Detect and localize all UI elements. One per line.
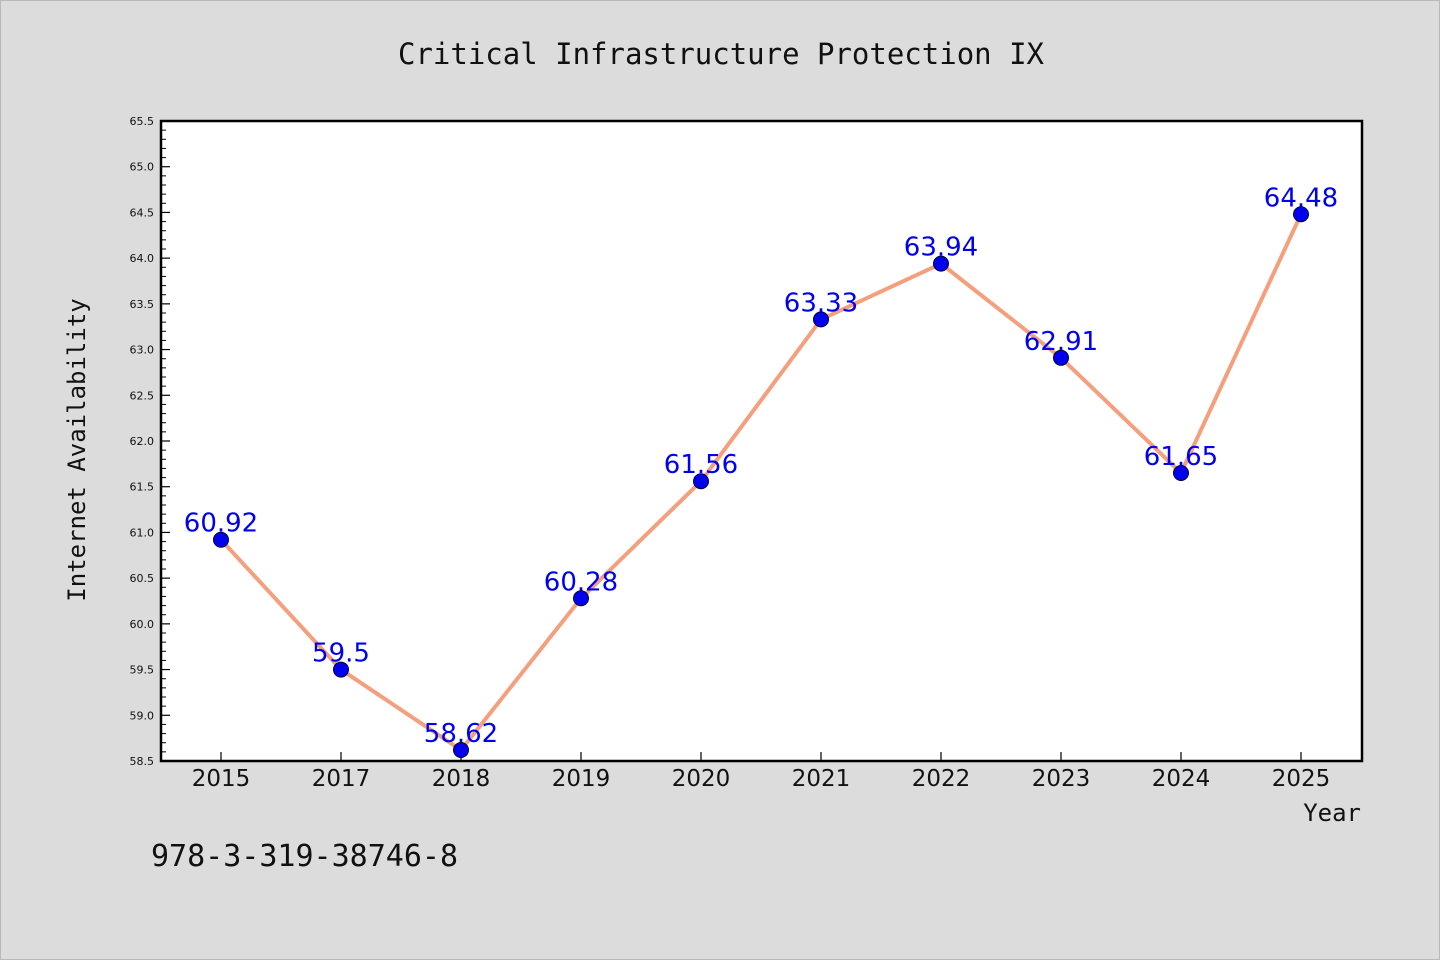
y-axis: 58.5 59.0 59.5 60.0 60.5 61.0 61.5 62.0 62.5 63.0… xyxy=(130,115,170,768)
x-tick-label: 2019 xyxy=(552,766,611,792)
y-tick-label: 58.5 xyxy=(130,755,155,768)
data-point xyxy=(933,255,949,272)
data-point xyxy=(573,590,589,607)
y-tick-label: 62.5 xyxy=(130,389,155,402)
data-label: 63.94 xyxy=(904,233,978,263)
x-tick-label: 2024 xyxy=(1152,766,1211,792)
data-point xyxy=(213,531,229,548)
chart-title: Critical Infrastructure Protection IX xyxy=(398,37,1045,71)
data-label: 59.5 xyxy=(312,639,370,669)
y-tick-label: 65.0 xyxy=(130,161,155,174)
y-tick-label: 61.0 xyxy=(130,526,155,539)
y-tick-label: 64.5 xyxy=(130,206,155,219)
y-tick-label: 62.0 xyxy=(130,435,155,448)
data-label: 64.48 xyxy=(1264,183,1338,213)
x-tick-label: 2017 xyxy=(312,766,371,792)
x-axis: 2015 2017 2018 2019 2020 2021 2022 2023 2024 2025 xyxy=(192,752,1331,792)
y-tick-label: 63.5 xyxy=(130,298,155,311)
series-points xyxy=(213,206,1309,759)
x-tick-label: 2015 xyxy=(192,766,251,792)
isbn-text: 978-3-319-38746-8 xyxy=(151,839,458,874)
data-label: 61.56 xyxy=(664,450,738,480)
y-tick-label: 60.5 xyxy=(130,572,155,585)
data-labels: 60.92 59.5 58.62 60.28 61.56 63.33 63.94 62.91 6… xyxy=(184,183,1338,749)
y-tick-label: 59.5 xyxy=(130,664,155,677)
data-label: 61.65 xyxy=(1144,442,1218,472)
y-tick-label: 59.0 xyxy=(130,709,155,722)
y-tick-label: 65.5 xyxy=(130,115,155,128)
series-polyline xyxy=(219,213,1303,753)
x-tick-label: 2018 xyxy=(432,766,491,792)
data-label: 58.62 xyxy=(424,719,498,749)
data-label: 60.92 xyxy=(184,509,258,539)
data-label: 63.33 xyxy=(784,288,858,318)
y-axis-label: Internet Availability xyxy=(63,298,91,601)
data-point xyxy=(333,661,349,678)
x-tick-label: 2023 xyxy=(1032,766,1091,792)
data-point xyxy=(453,742,469,759)
data-label: 60.28 xyxy=(544,567,618,597)
data-point xyxy=(1293,206,1309,223)
y-tick-label: 64.0 xyxy=(130,252,155,265)
y-tick-label: 60.0 xyxy=(130,618,155,631)
x-tick-label: 2025 xyxy=(1272,766,1331,792)
series-line xyxy=(219,213,1303,753)
x-tick-label: 2022 xyxy=(912,766,971,792)
y-tick-label: 61.5 xyxy=(130,481,155,494)
data-point xyxy=(1053,349,1069,366)
y-tick-label: 63.0 xyxy=(130,344,155,357)
x-axis-label: Year xyxy=(1303,799,1361,827)
data-point xyxy=(813,311,829,328)
data-point xyxy=(1173,465,1189,481)
x-tick-label: 2021 xyxy=(792,766,851,792)
x-tick-label: 2020 xyxy=(672,766,731,792)
plot-area xyxy=(159,119,1364,763)
data-point xyxy=(693,473,709,490)
data-label: 62.91 xyxy=(1024,327,1098,357)
